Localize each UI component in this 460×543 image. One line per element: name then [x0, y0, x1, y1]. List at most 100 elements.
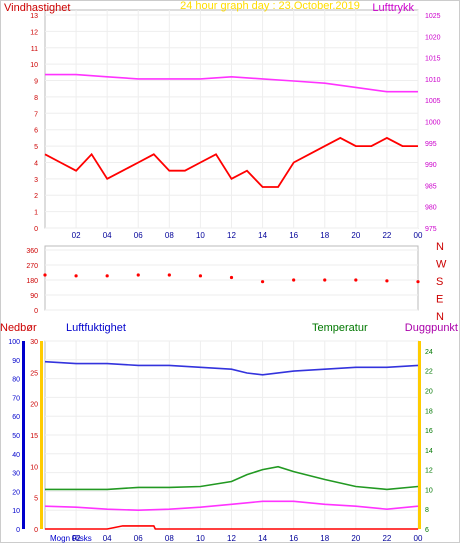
- left-tick-label: 3: [34, 177, 38, 184]
- left-tick-label: 11: [31, 46, 38, 53]
- temperatur-tick-label: 14: [425, 448, 433, 455]
- right-tick-label: 980: [425, 205, 437, 212]
- direction-point: [74, 274, 78, 278]
- luftfuktighet-tick-label: 15: [30, 433, 38, 440]
- nedbor-axis-bar: [22, 341, 25, 529]
- x-tick-label: 14: [258, 534, 267, 543]
- x-tick-label: 12: [227, 534, 236, 543]
- series-temperatur-line: [45, 465, 419, 491]
- right-tick-label: 1000: [425, 120, 441, 127]
- right-tick-label: 985: [425, 183, 437, 190]
- direction-point: [323, 278, 327, 282]
- series-luftfuktighet-line: [44, 360, 419, 376]
- x-tick-label: 22: [382, 231, 391, 240]
- series-plots: [43, 73, 420, 530]
- temperatur-tick-label: 16: [425, 428, 433, 435]
- compass-label: E: [436, 294, 443, 306]
- left-tick-label: 7: [34, 111, 38, 118]
- chart-title: 24 hour graph day : 23.October.2019: [180, 0, 360, 12]
- nedbor-label: Nedbør: [0, 322, 37, 334]
- left-tick-label: 9: [34, 79, 38, 86]
- left-tick-label: 4: [34, 160, 38, 167]
- luftfuktighet-tick-label: 20: [30, 402, 38, 409]
- left-tick-label: 5: [34, 144, 38, 151]
- temperatur-tick-label: 6: [425, 527, 429, 534]
- x-tick-label: 02: [72, 534, 81, 543]
- right-tick-label: 1025: [425, 13, 441, 20]
- direction-point: [416, 280, 420, 284]
- left-axis-label: Vindhastighet: [4, 2, 70, 14]
- direction-point: [260, 280, 265, 284]
- direction-point: [136, 273, 140, 277]
- x-tick-label: 02: [72, 231, 81, 240]
- x-tick-label: 18: [320, 534, 329, 543]
- direction-point: [354, 278, 358, 282]
- left-tick-label: 10: [30, 62, 38, 69]
- x-tick-label: 22: [382, 534, 391, 543]
- x-tick-label: 08: [165, 534, 174, 543]
- x-tick-label: 20: [351, 231, 360, 240]
- luftfuktighet-tick-label: 25: [30, 370, 38, 377]
- direction-point: [229, 275, 234, 280]
- tick-labels: 0123456789101112139759809859909951000100…: [8, 13, 447, 543]
- x-tick-label: 16: [289, 534, 298, 543]
- duggpunkt-label: Duggpunkt: [405, 322, 458, 334]
- direction-point: [105, 274, 109, 278]
- left-tick-label: 12: [30, 29, 38, 36]
- luftfuktighet-tick-label: 30: [30, 339, 38, 346]
- compass-label: N: [436, 311, 444, 323]
- temperatur-tick-label: 18: [425, 408, 433, 415]
- direction-tick-label: 270: [26, 263, 38, 270]
- direction-point: [198, 274, 203, 278]
- temperatur-tick-label: 10: [425, 487, 433, 494]
- nedbor-tick-label: 100: [8, 339, 20, 346]
- direction-point: [43, 273, 47, 277]
- right-tick-label: 990: [425, 162, 437, 169]
- right-axis-label: Lufttrykk: [372, 2, 414, 14]
- x-tick-label: 12: [227, 231, 236, 240]
- series-duggpunkt-line: [44, 500, 419, 512]
- series-lufttrykk-line: [45, 73, 418, 93]
- direction-point: [292, 278, 296, 282]
- x-tick-label: 04: [103, 534, 112, 543]
- x-tick-label: 16: [289, 231, 298, 240]
- nedbor-tick-label: 0: [16, 527, 20, 534]
- right-tick-label: 995: [425, 141, 437, 148]
- temperatur-tick-label: 24: [425, 349, 433, 356]
- luftfuktighet-axis-bar: [40, 341, 43, 529]
- x-tick-label: 00: [414, 534, 423, 543]
- direction-point: [385, 279, 389, 283]
- series-vindhastighet-line: [44, 136, 418, 188]
- compass-label: N: [436, 241, 444, 253]
- nedbor-tick-label: 30: [12, 471, 20, 478]
- direction-tick-label: 360: [26, 248, 38, 255]
- left-tick-label: 13: [30, 13, 38, 20]
- luftfuktighet-tick-label: 10: [30, 464, 38, 471]
- right-tick-label: 975: [425, 226, 437, 233]
- temperatur-tick-label: 22: [425, 369, 433, 376]
- left-tick-label: 2: [34, 193, 38, 200]
- x-tick-label: 14: [258, 231, 267, 240]
- nedbor-tick-label: 50: [12, 433, 20, 440]
- right-tick-label: 1010: [425, 77, 441, 84]
- x-tick-label: 10: [196, 534, 205, 543]
- direction-tick-label: 0: [34, 308, 38, 315]
- left-tick-label: 6: [34, 128, 38, 135]
- temperatur-tick-label: 12: [425, 468, 433, 475]
- x-tick-label: 06: [134, 534, 143, 543]
- x-tick-label: 04: [103, 231, 112, 240]
- nedbor-tick-label: 80: [12, 377, 20, 384]
- x-tick-label: 20: [351, 534, 360, 543]
- temperatur-label: Temperatur: [312, 322, 368, 334]
- nedbor-tick-label: 20: [12, 489, 20, 496]
- nedbor-tick-label: 90: [12, 358, 20, 365]
- left-tick-label: 1: [34, 210, 38, 217]
- direction-tick-label: 90: [30, 293, 38, 300]
- nedbor-tick-label: 60: [12, 414, 20, 421]
- left-tick-label: 8: [34, 95, 38, 102]
- luftfuktighet-label: Luftfuktighet: [66, 322, 126, 334]
- right-tick-label: 1005: [425, 98, 441, 105]
- temperatur-axis-bar: [418, 341, 421, 529]
- right-tick-label: 1020: [425, 34, 441, 41]
